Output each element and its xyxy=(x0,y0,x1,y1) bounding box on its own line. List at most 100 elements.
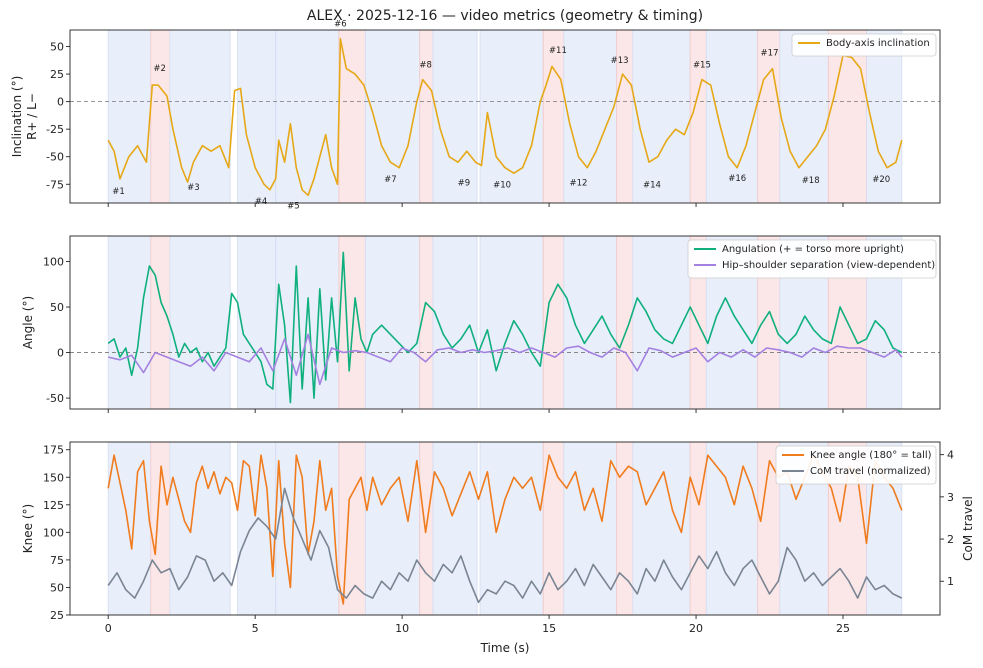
phase-band-blue xyxy=(107,29,152,204)
phase-band-blue xyxy=(169,235,231,410)
phase-band-blue xyxy=(432,235,478,410)
legend: Knee angle (180° = tall) CoM travel (norm… xyxy=(775,445,937,485)
y-tick-label: 100 xyxy=(43,526,64,539)
phase-band-red xyxy=(689,441,707,616)
phase-band-blue xyxy=(563,235,618,410)
x-tick-label: 15 xyxy=(542,622,556,635)
chart-title: ALEX · 2025-12-16 — video metrics (geome… xyxy=(307,8,703,24)
phase-band-red xyxy=(338,441,366,616)
y-axis-label: Knee (°) xyxy=(21,504,35,553)
y-tick-label: -75 xyxy=(46,178,64,191)
x-axis-label: Time (s) xyxy=(480,641,530,655)
y-tick-label: 150 xyxy=(43,471,64,484)
phase-band-blue xyxy=(169,29,231,204)
y-axis-label: Inclination (°) xyxy=(10,76,24,158)
turn-label: #17 xyxy=(761,48,779,58)
y-axis-sublabel: R+ / L− xyxy=(25,93,39,140)
plot-frame xyxy=(69,29,941,204)
phase-band-blue xyxy=(364,441,421,616)
x-tick-label: 10 xyxy=(395,622,409,635)
phase-band-blue xyxy=(563,441,618,616)
turn-label: #6 xyxy=(334,20,347,30)
panel-inclination: 50 25 0 -25 -50 -75 Inclination (°) R+ / L− #1 #2… xyxy=(10,20,941,212)
legend: Body-axis inclination xyxy=(791,33,937,57)
phase-band-red xyxy=(689,29,707,204)
y-axis-label: Angle (°) xyxy=(21,296,35,349)
phase-band-blue xyxy=(632,29,691,204)
turn-label: #4 xyxy=(255,197,268,207)
legend: Angulation (+ = torso more upright) Hip–s… xyxy=(687,239,937,279)
legend-entry: CoM travel (normalized) xyxy=(810,466,931,477)
phase-shading xyxy=(107,29,903,204)
phase-band-blue xyxy=(275,29,340,204)
plot-frame xyxy=(69,235,941,410)
panel-angle: 100 50 0 -50 Angle (°) Angulation (+ = torso … xyxy=(21,235,941,413)
turn-label: #14 xyxy=(643,181,661,191)
phase-band-blue xyxy=(432,29,478,204)
y2-tick-label: 1 xyxy=(947,575,954,588)
legend-entry: Body-axis inclination xyxy=(826,38,930,49)
y-tick-label: 100 xyxy=(43,255,64,268)
phase-band-red xyxy=(338,29,366,204)
x-tick-label: 5 xyxy=(252,622,259,635)
y-tick-label: 175 xyxy=(43,444,64,457)
y2-tick-label: 2 xyxy=(947,533,954,546)
series-line-angle-1 xyxy=(108,333,903,386)
y2-tick-label: 3 xyxy=(947,491,954,504)
y-tick-label: -50 xyxy=(46,151,64,164)
legend-entry: Knee angle (180° = tall) xyxy=(810,450,932,461)
y-tick-label: 75 xyxy=(50,554,64,567)
turn-label: #18 xyxy=(802,176,820,186)
y2-tick-label: 4 xyxy=(947,449,954,462)
phase-band-blue xyxy=(237,29,277,204)
turn-label: #16 xyxy=(728,174,746,184)
phase-band-blue xyxy=(479,441,544,616)
legend-box xyxy=(791,33,937,57)
turn-label: #3 xyxy=(187,183,200,193)
phase-band-red xyxy=(419,29,434,204)
turn-label: #15 xyxy=(693,60,711,70)
turn-label: #8 xyxy=(419,60,432,70)
y-tick-label: 25 xyxy=(50,68,64,81)
turn-label: #12 xyxy=(570,178,588,188)
legend-box xyxy=(687,239,937,279)
turn-label: #1 xyxy=(112,187,125,197)
series-line-knee-1 xyxy=(107,487,903,604)
turn-label: #11 xyxy=(549,46,567,56)
y-tick-label: 0 xyxy=(57,96,64,109)
phase-band-blue xyxy=(479,235,544,410)
phase-band-blue xyxy=(479,29,544,204)
y2-axis-label: CoM travel xyxy=(961,496,975,561)
x-tick-label: 20 xyxy=(689,622,703,635)
phase-band-blue xyxy=(364,235,421,410)
turn-label: #10 xyxy=(493,181,511,191)
turn-label: #20 xyxy=(872,175,890,185)
y-tick-label: -25 xyxy=(46,123,64,136)
series-line-inclination-0 xyxy=(107,37,903,197)
legend-entry: Hip–shoulder separation (view-dependent) xyxy=(722,260,935,271)
phase-band-blue xyxy=(632,235,691,410)
y-tick-label: -50 xyxy=(46,392,64,405)
x-tick-label: 0 xyxy=(105,622,112,635)
phase-shading xyxy=(107,235,903,410)
phase-band-red xyxy=(150,29,171,204)
phase-band-blue xyxy=(705,441,759,616)
panel-knee: 175 150 125 100 75 50 25 1 2 3 4 0 5 10 15 20 25 Knee (°)… xyxy=(21,441,975,635)
phase-band-blue xyxy=(237,235,277,410)
y-tick-label: 50 xyxy=(50,581,64,594)
legend-entry: Angulation (+ = torso more upright) xyxy=(722,244,904,255)
y-tick-label: 50 xyxy=(50,41,64,54)
plot-frame xyxy=(69,441,941,616)
y-tick-label: 0 xyxy=(57,347,64,360)
turn-label: #7 xyxy=(384,175,397,185)
turn-label: #5 xyxy=(287,202,300,212)
phase-band-blue xyxy=(563,29,618,204)
phase-band-blue xyxy=(275,441,340,616)
series-line-knee-0 xyxy=(107,454,903,605)
phase-band-blue xyxy=(107,235,152,410)
series-line-angle-0 xyxy=(107,251,903,404)
phase-band-blue xyxy=(432,441,478,616)
x-tick-label: 25 xyxy=(836,622,850,635)
turn-label: #9 xyxy=(458,178,471,188)
